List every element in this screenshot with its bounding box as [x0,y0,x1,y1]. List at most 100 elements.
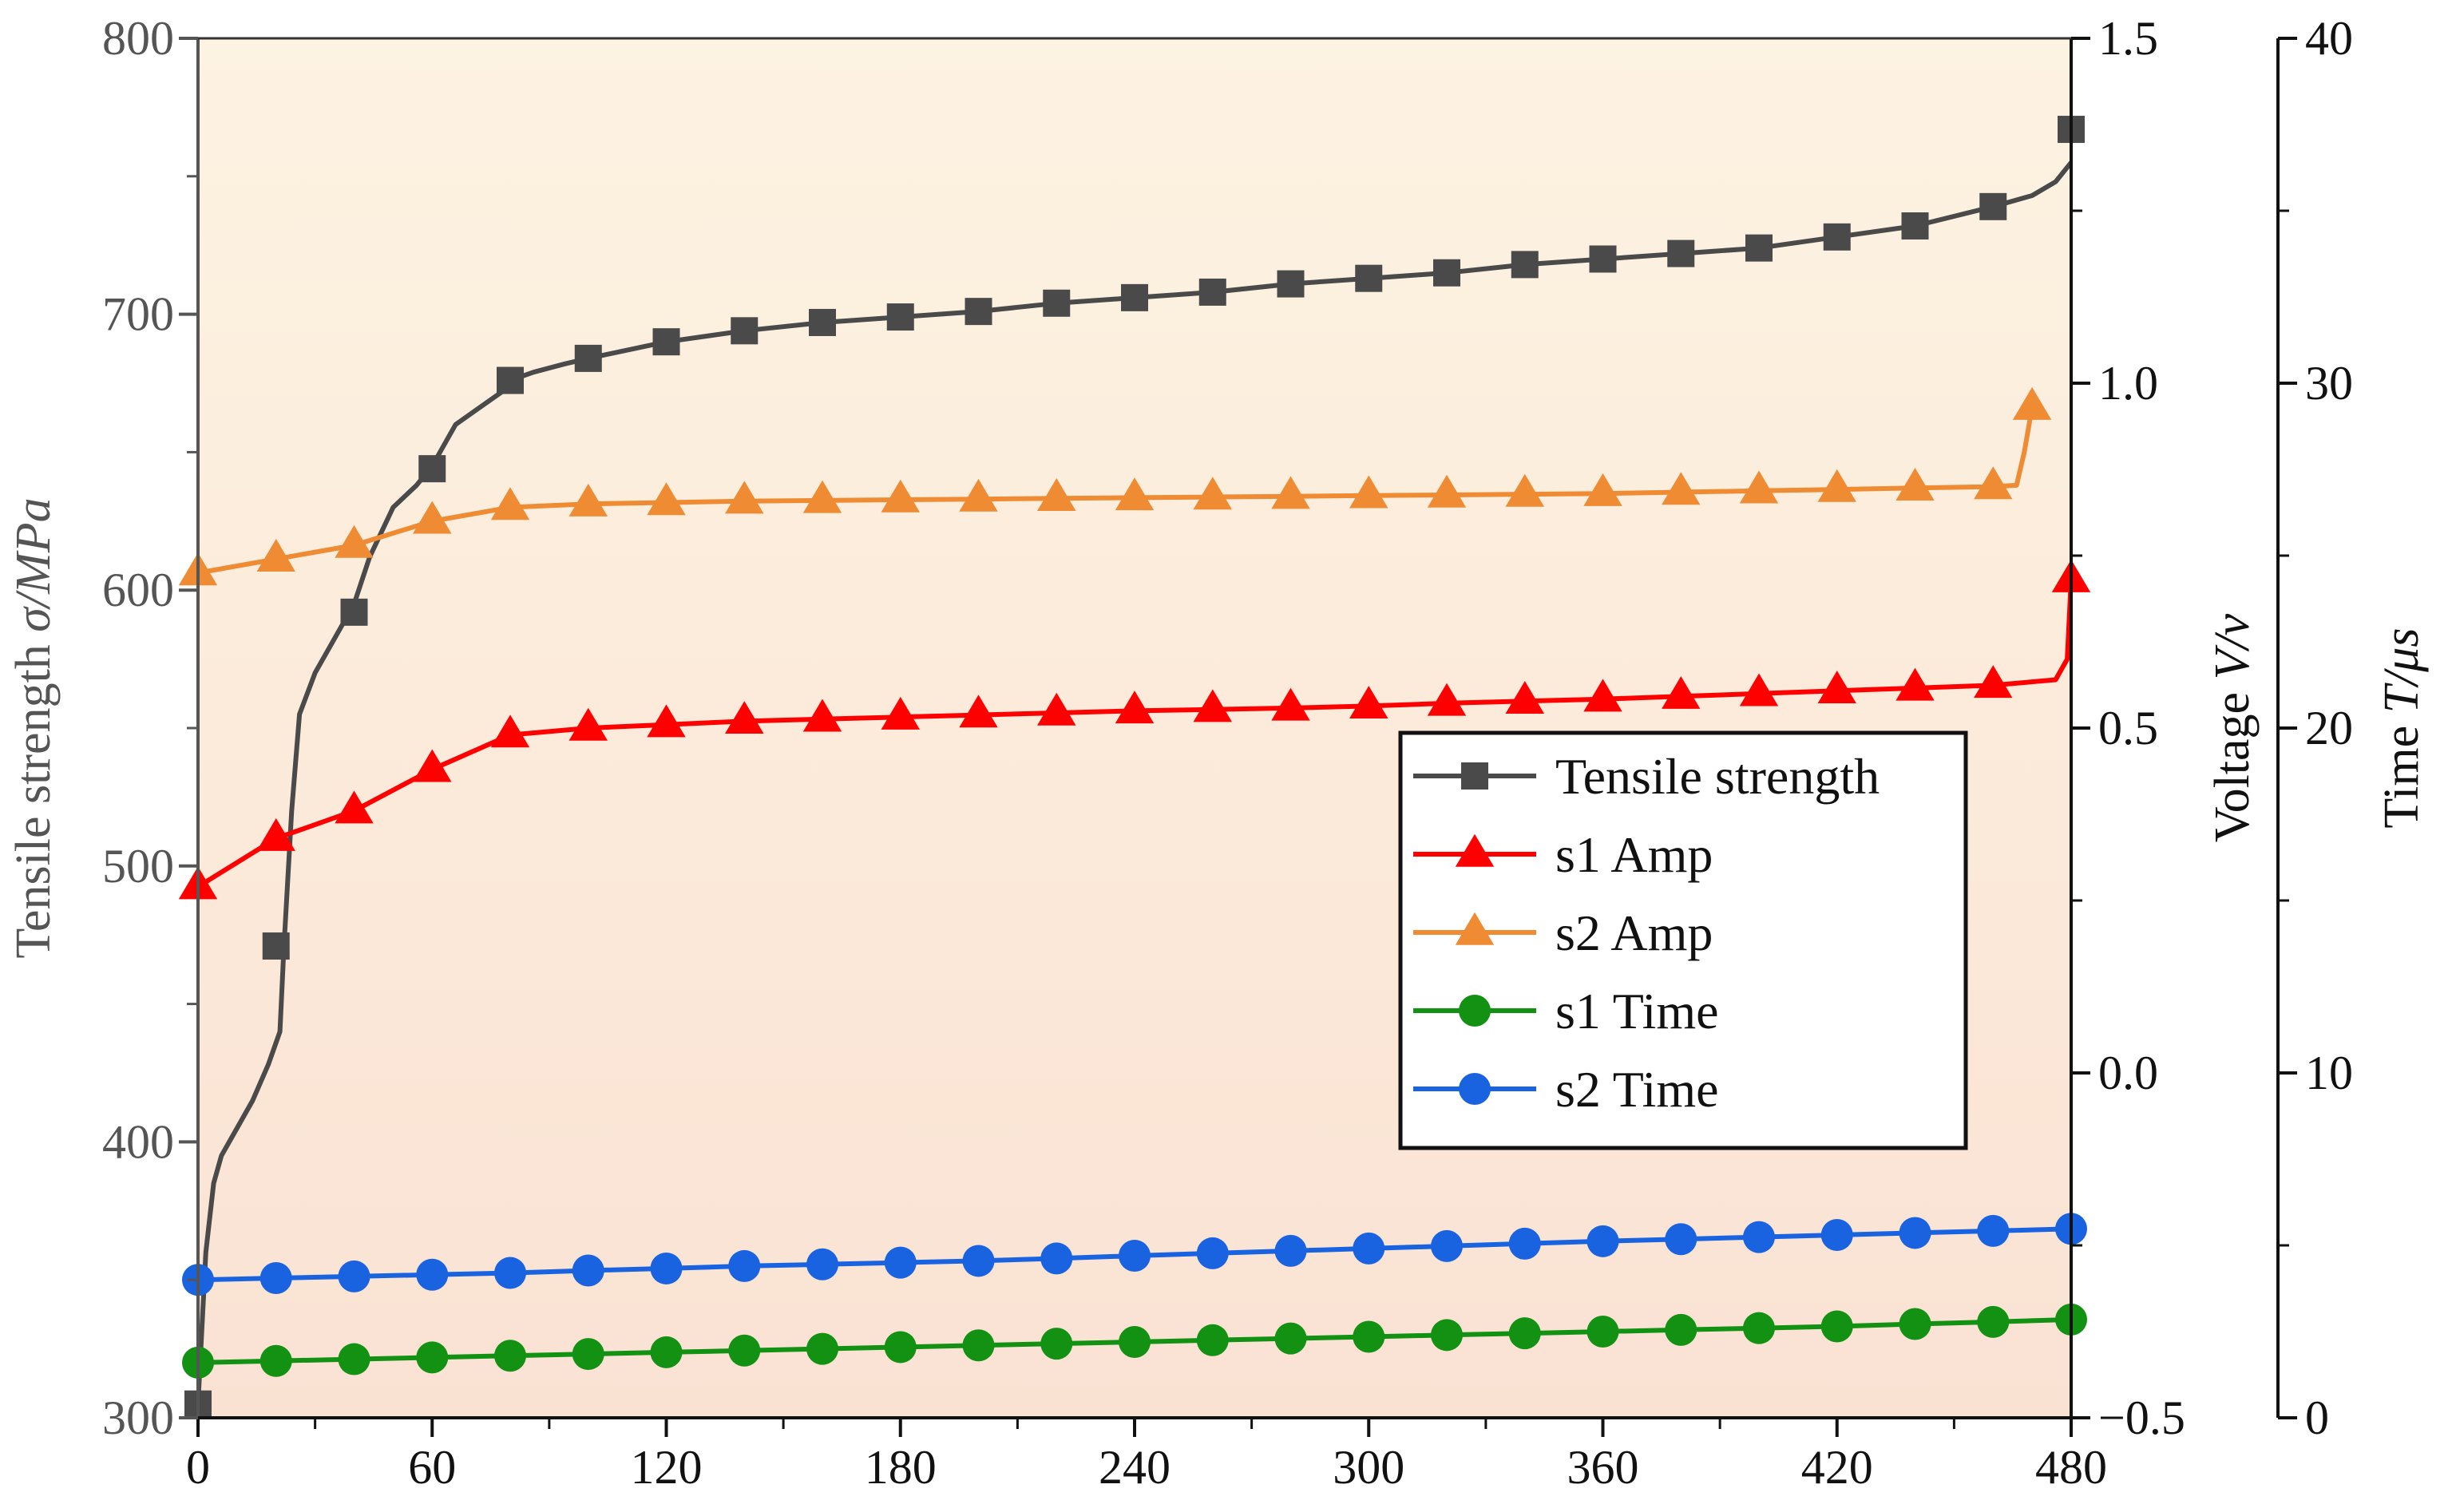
legend-label: s2 Time [1555,1061,1719,1118]
legend-swatch-marker [1455,833,1495,867]
s2-amp-point [1583,473,1622,506]
s2-amp-point [1739,470,1779,504]
tensile-strength-point [262,932,290,960]
s1-time-point [259,1344,292,1377]
s2-time-point [338,1260,370,1292]
s2-amp-point [1662,472,1701,505]
left-tick-label: 400 [102,1115,174,1168]
left-tick-label: 600 [102,564,174,616]
s2-time-point [1977,1214,2010,1247]
s1-amp-point [1662,676,1701,709]
s1-time-point [1196,1324,1229,1356]
legend-swatch-marker [1459,1073,1491,1105]
s2-time-point [650,1252,683,1284]
s1-time-point [962,1329,995,1362]
x-tick-label: 60 [408,1441,456,1494]
x-tick-label: 420 [1801,1441,1873,1494]
s1-time-point [1040,1328,1073,1360]
voltage-tick-label: 1.0 [2098,357,2158,410]
tensile-strength-point [418,455,446,483]
tensile-strength-point [886,303,914,331]
s1-time-point [1119,1325,1151,1358]
s1-amp-point [802,699,842,732]
x-tick-label: 120 [631,1441,703,1494]
s2-amp-point [1895,468,1935,501]
voltage-tick-label: 0.0 [2098,1047,2158,1099]
s2-time-point [806,1248,838,1280]
tensile-strength-point [1277,270,1305,298]
s1-amp-point [256,817,295,851]
legend-label: s2 Amp [1555,904,1713,961]
s2-amp-point [490,487,530,520]
s2-time-point [1586,1225,1619,1257]
s1-amp-point [881,696,920,730]
s2-amp-point [1974,466,2013,500]
s1-amp-point [959,695,998,728]
s1-time-point [650,1336,683,1368]
tensile-strength-point [1198,278,1226,306]
s2-time-point [572,1254,604,1287]
s1-time-point [416,1341,449,1374]
tensile-strength-point [1121,283,1148,311]
s1-time-point [572,1338,604,1371]
time-tick-label: 40 [2305,12,2353,65]
x-tick-label: 480 [2035,1441,2107,1494]
tensile-strength-point [574,344,602,372]
s2-time-point [1899,1217,1931,1249]
s2-amp-point [959,478,998,512]
s2-time-point [1353,1232,1385,1265]
s2-amp-point [1115,477,1155,511]
time-tick-label: 10 [2305,1047,2353,1099]
s2-amp-point [725,481,764,514]
tensile-strength-point [1979,192,2007,220]
s2-time-point [259,1262,292,1295]
left-axis-title: Tensile strength σ/MPa [6,497,61,958]
s1-amp-point [725,701,764,734]
tensile-strength-point [1433,259,1460,287]
s2-amp-point [881,479,920,513]
s2-amp-point [335,524,374,558]
s1-time-point [494,1340,526,1372]
s1-time-point [1899,1308,1931,1340]
s1-amp-point [1271,687,1310,721]
s1-amp-point [1895,667,1935,701]
s1-time-point [728,1334,761,1367]
s1-amp-point [1974,665,2013,699]
s2-amp-point [2012,386,2052,420]
tensile-strength-point [1823,223,1851,251]
tensile-strength-point [340,598,368,626]
s1-amp-point [1193,689,1232,722]
x-tick-label: 0 [186,1441,210,1494]
s2-time-point [1820,1219,1853,1252]
s2-amp-point [568,483,608,517]
s1-amp-point [490,714,530,748]
s1-amp-point [1583,679,1622,712]
s2-time-point [416,1258,449,1291]
voltage-tick-label: 1.5 [2098,12,2158,65]
legend-label: Tensile strength [1555,748,1880,805]
time-tick-label: 0 [2305,1391,2329,1444]
s1-amp-point [647,704,686,738]
s1-time-point [1274,1322,1307,1355]
s2-time-point [1508,1227,1541,1260]
s1-amp-point [1505,681,1544,714]
s1-amp-point [1739,673,1779,707]
s2-amp-point [1817,469,1856,502]
x-tick-label: 360 [1567,1441,1639,1494]
tensile-strength-point [1901,212,1929,240]
s2-time-point [1196,1237,1229,1269]
s1-time-point [806,1332,838,1365]
s1-amp-point [1817,671,1856,703]
x-tick-label: 180 [865,1441,937,1494]
s2-amp-point [1349,475,1388,509]
s2-time-point [1665,1223,1697,1256]
legend-swatch-marker [1455,912,1495,945]
s1-time-point [1820,1310,1853,1343]
axes: 0 60 120 180 240 300 360 420 4803004005006007008… [6,12,2429,1494]
s1-time-point [1353,1320,1385,1353]
s2-amp-point [647,482,686,516]
s2-amp-point [1427,474,1467,508]
tensile-strength-point [652,328,680,356]
